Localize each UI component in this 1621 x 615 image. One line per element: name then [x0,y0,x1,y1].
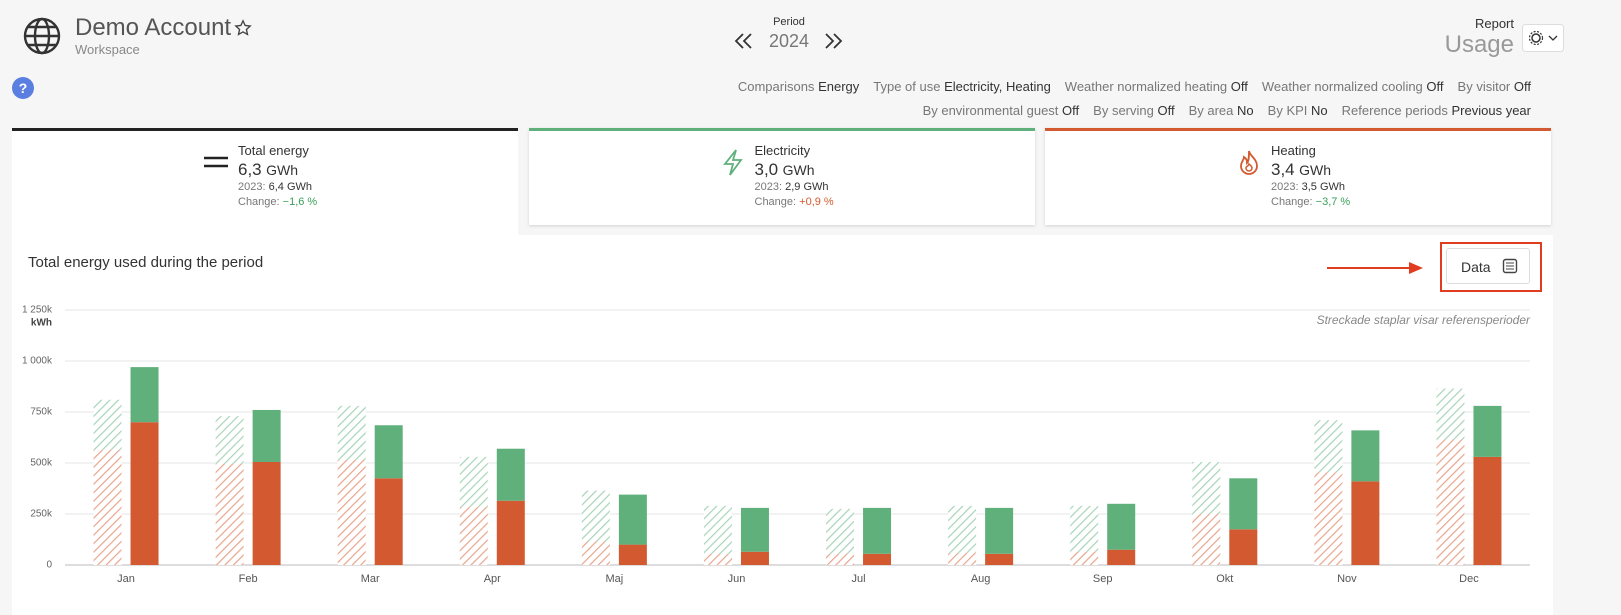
filter-value: Off [1230,79,1248,94]
annotation-arrow [1327,262,1423,274]
card-value: 3,4 [1271,160,1295,179]
filter-value: Off [1426,79,1444,94]
help-button[interactable]: ? [12,77,34,99]
account-name: Demo Account [75,14,232,41]
ref-value: 6,4 GWh [268,181,312,193]
card-name: Total energy [238,143,309,158]
report-label: Report [1474,16,1514,31]
filter-label: Type of use [873,79,941,94]
filter-label: Weather normalized cooling [1261,79,1423,94]
filter-label: By area [1188,103,1234,118]
summary-card[interactable]: Electricity 3,0 GWh 2023: 2,9 GWh Change: +… [528,128,1035,225]
filter-value: Off [1157,103,1175,118]
filter-label: By environmental guest [922,103,1059,118]
card-value-row: 6,3 GWh [238,160,298,180]
card-value: 3,0 [754,160,779,179]
change-label: Change: [754,196,797,208]
filter: By serving Off [1093,103,1174,118]
filter: By area No [1189,103,1254,118]
filter-value: No [1237,103,1254,118]
card-reference: 2023: 3,5 GWh [1271,181,1345,193]
filter-value: Off [1513,79,1531,94]
change-label: Change: [1271,196,1313,208]
report: Usage [1444,31,1514,58]
filter: By environmental guest Off [923,103,1080,118]
card-name: Heating [1271,143,1316,158]
card-value-row: 3,4 GWh [1271,160,1331,180]
favorite-star[interactable] [234,19,252,37]
settings-button[interactable] [1522,24,1564,52]
card-unit: GWh [782,162,815,178]
chart-title: Total energy used during the period [28,254,264,271]
filter-label: By serving [1093,103,1154,118]
card-unit: GWh [266,162,298,178]
filter: By KPI No [1268,103,1328,118]
card-change: Change: +0,9 % [755,196,834,208]
period-label: Period [773,16,805,28]
ref-value: 2,9 GWh [785,181,829,193]
filter-value: Electricity, Heating [944,79,1051,94]
card-value: 6,3 [238,160,262,179]
prev-period[interactable] [734,32,754,50]
card-unit: GWh [1299,162,1331,178]
card-change: Change: −1,6 % [238,196,317,208]
summary-card[interactable]: Total energy 6,3 GWh 2023: 6,4 GWh Change: … [12,128,518,238]
filter-value: Previous year [1451,103,1531,118]
globe-icon [23,17,61,55]
filter-label: By visitor [1457,79,1511,94]
filter-row: By environmental guest Off By serving Off… [923,103,1531,118]
filter: Type of use Electricity, Heating [873,79,1051,94]
summary-card[interactable]: Heating 3,4 GWh 2023: 3,5 GWh Change: −3,7 … [1045,128,1551,225]
highlight-box [1440,242,1542,292]
data-button-label: Data [1461,259,1491,275]
filter-value: Off [1062,103,1080,118]
change-value: −3,7 % [1315,196,1351,208]
period: 2024 [768,31,810,51]
card-icon [722,149,743,176]
card-reference: 2023: 2,9 GWh [755,181,829,193]
data-button[interactable]: Data [1446,248,1530,284]
filter-value: Energy [818,79,860,94]
filter-row: Comparisons Energy Type of use Electricit… [738,79,1531,94]
change-label: Change: [238,196,280,208]
ref-label: 2023: [1271,181,1299,193]
card-icon [204,156,228,168]
filter-label: Comparisons [737,79,815,94]
filter: By visitor Off [1458,79,1531,94]
filter: Weather normalized heating Off [1065,79,1248,94]
table-icon [1502,258,1518,274]
card-change: Change: −3,7 % [1271,196,1350,208]
chart-panel [12,235,1553,615]
ref-label: 2023: [238,181,266,193]
filter-label: By KPI [1267,103,1308,118]
card-reference: 2023: 6,4 GWh [238,181,312,193]
card-value-row: 3,0 GWh [755,160,815,180]
next-period[interactable] [823,32,843,50]
card-name: Electricity [754,143,811,158]
change-value: −1,6 % [282,196,318,208]
card-icon [1240,150,1258,175]
ref-label: 2023: [754,181,783,193]
filter-value: No [1311,103,1328,118]
filter: Comparisons Energy [738,79,859,94]
change-value: +0,9 % [799,196,834,208]
filter: Reference periods Previous year [1342,103,1531,118]
ref-value: 3,5 GWh [1301,181,1345,193]
filter-label: Weather normalized heating [1064,79,1228,94]
filter: Weather normalized cooling Off [1262,79,1444,94]
workspace: Workspace [75,42,140,57]
filter-label: Reference periods [1341,103,1448,118]
